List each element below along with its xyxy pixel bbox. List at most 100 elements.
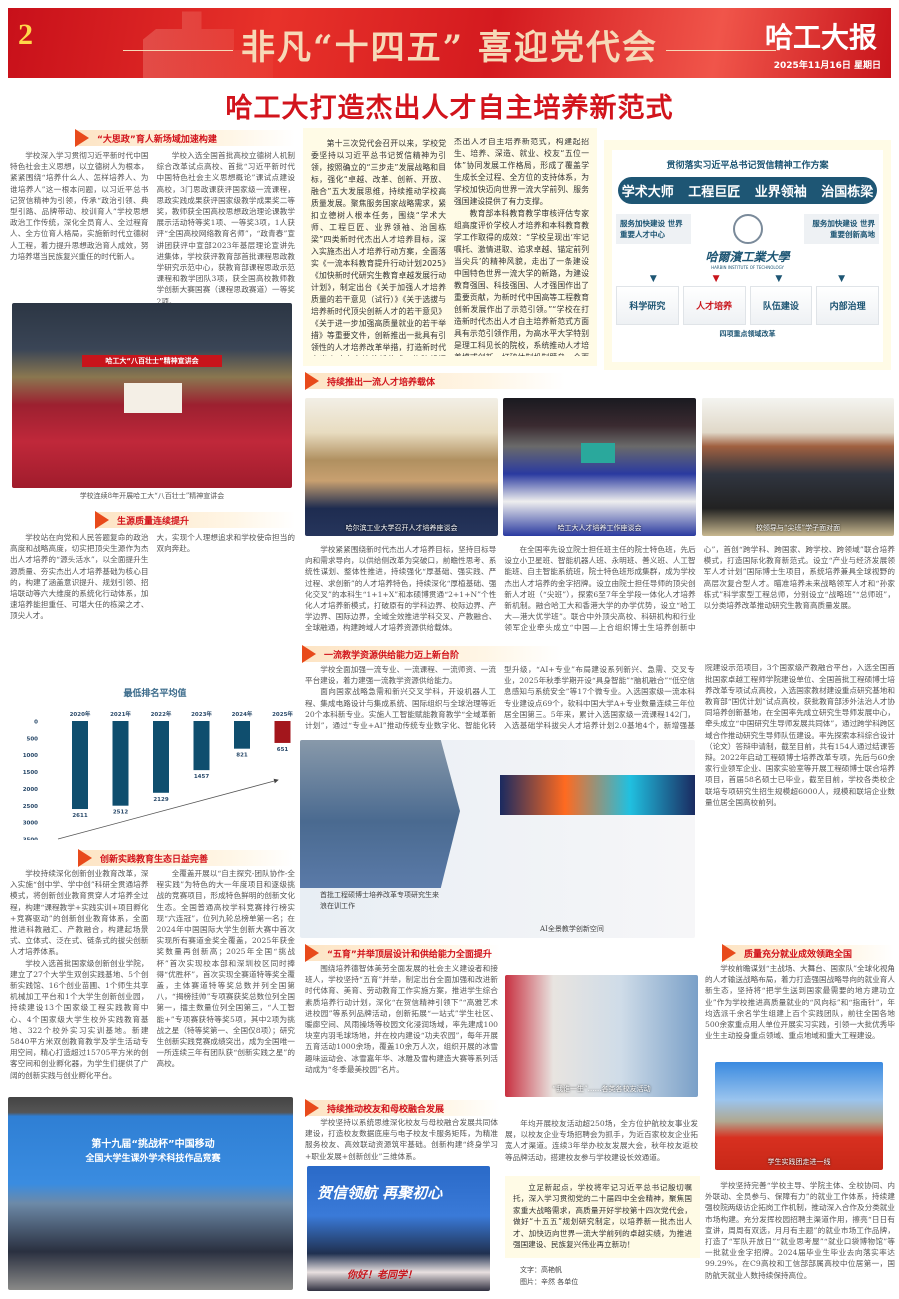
resources-text-right: 学校获批全国首批未来技术学院、国家级创新创业学院、国家级特色化示范性软件学院，获… <box>705 664 895 808</box>
university-logo-en: HARBIN INSTITUTE OF TECHNOLOGY <box>711 265 784 270</box>
hit-emblem-icon <box>732 214 763 244</box>
article-resources: 学校全面加强一流专业、一流课程、一流师资、一流平台建设，着力建强一流教学资源供给… <box>305 664 895 934</box>
infographic-footer: 四项重点领域改革 <box>719 330 776 338</box>
issue-date: 2025年11月16日 星期日 <box>773 61 881 71</box>
slogan-text: 非凡“十四五” 喜迎党代会 <box>241 28 658 68</box>
banner-text: 贺信领航 再聚初心 <box>317 1184 443 1202</box>
data-label: 2129 <box>153 797 168 803</box>
paragraph: 学校前瞻谋划“主战场、大舞台、国家队”全球化视角的人才输送战略布局，着力打造强国… <box>705 964 896 1041</box>
talent-goals: 学术大师 工程巨匠 业界领袖 治国栋梁 <box>618 177 877 204</box>
data-label: 821 <box>236 753 248 759</box>
photo-caption: 哈尔滨工业大学召开人才培养座谈会 <box>345 524 458 532</box>
article-five-education: 围绕培养德智体美劳全面发展的社会主义建设者和接班人，学校坚持“五育”并举，制定出… <box>305 963 498 1075</box>
intro-text: 第十三次党代会召开以来，学校党委坚持以习近平总书记贺信精神为引领，按照确立的“三… <box>303 128 597 366</box>
byline-photo: 图片：辛然 各单位 <box>520 1278 579 1286</box>
photo-caption: “我谁一生”……各类各校友活动 <box>552 1085 651 1093</box>
y-tick-label: 3000 <box>23 821 38 827</box>
data-label: 2611 <box>72 813 87 819</box>
data-label: 651 <box>277 747 289 753</box>
category-label: 2023年 <box>191 710 212 718</box>
photo-challenge-cup: 第十九届“挑战杯”中国移动 全国大学生课外学术科技作品竞赛 <box>8 1097 293 1290</box>
intro-box: 第十三次党代会召开以来，学校党委坚持以习近平总书记贺信精神为引领，按照确立的“三… <box>303 128 597 366</box>
paragraph: 学校站在向党和人民答题复命的政治高度和战略高度，切实把顶尖生源作为杰出人才培养的… <box>10 533 149 621</box>
section-header-ideology: “大思政”育人新场域加速构建 <box>75 129 295 147</box>
section-title: 创新实践教育生态日益完善 <box>100 854 209 865</box>
section-title: “大思政”育人新场域加速构建 <box>97 134 217 145</box>
article-innovation: 学校持续深化创新创业教育改革，深入实施“创中学、学中创”科研全贯通培养模式，将创… <box>10 868 295 1090</box>
section-title: “五育”并举顶层设计和供给能力全面提升 <box>327 949 492 960</box>
y-tick-label: 1500 <box>23 770 38 776</box>
display-wall <box>500 775 695 815</box>
y-tick-label: 500 <box>27 736 39 742</box>
article-employment-2: 学校坚持完善“学校主导、学院主体、全校协同、内外联动、全员参与、保障有力”的就业… <box>705 1180 895 1281</box>
trend-arrow <box>57 778 279 840</box>
masthead-banner: 2 非凡“十四五” 喜迎党代会 哈工大报 2025年11月16日 星期日 <box>8 8 891 78</box>
section-title: 持续推出一流人才培养载体 <box>327 377 436 388</box>
photo-campus-activity: “我谁一生”……各类各校友活动 <box>505 975 698 1097</box>
photo-internship: 学生实践团走进一线 <box>715 1062 883 1170</box>
category-label: 2024年 <box>232 710 253 718</box>
arrow-row: ▼ ▼ ▼ ▼ <box>622 274 873 284</box>
category-label: 2021年 <box>110 710 131 718</box>
y-tick-label: 1000 <box>23 753 38 759</box>
area-governance: 内部治理 <box>816 286 879 325</box>
photo-seminar-2: 哈工大人才培养工作座谈会 <box>503 398 696 536</box>
paragraph: 学校持续深化创新创业教育改革，深入实施“创中学、学中创”科研全贯通培养模式，将创… <box>10 869 149 957</box>
paragraph: 全覆盖开展以“自主探究-团队协作-全程实践”为特色的大一年度项目和逐级挑战的竞赛… <box>156 869 296 1069</box>
paragraph: 校领导带队深入走访重点中学，招生部门强化与各部门协同联动，各地招生组扩大名额、校… <box>156 533 296 554</box>
stage-screen <box>124 383 182 413</box>
section-title: 一流教学资源供给能力迈上新台阶 <box>324 650 460 661</box>
section-header-resources: 一流教学资源供给能力迈上新台阶 <box>302 645 562 663</box>
y-tick-label: 2500 <box>23 804 38 810</box>
innovation-goal: 服务加快建设 世界重要创新高地 <box>804 214 879 244</box>
ranking-bar-chart: 最低排名平均值 0 500 1000 1500 2000 2500 3000 3500 2020年… <box>23 687 294 840</box>
section-title: 持续推动校友和母校融合发展 <box>327 1104 445 1115</box>
chart-title: 最低排名平均值 <box>123 687 186 699</box>
area-faculty: 队伍建设 <box>749 286 813 325</box>
bar-2025年 <box>274 721 291 743</box>
y-tick-label: 0 <box>34 720 38 726</box>
data-label: 1457 <box>194 774 209 780</box>
article-ideology: 学校深入学习贯彻习近平新时代中国特色社会主义思想，以立德树人为根本，紧紧围绕“培… <box>10 150 295 307</box>
bar-2023年 <box>193 721 210 771</box>
byline-text: 文字：高艳帆 <box>520 1266 562 1274</box>
category-label: 2025年 <box>272 710 293 718</box>
resources-text-top: 学校全面加强一流专业、一流课程、一流师资、一流平台建设，着力建强一流教学资源供给… <box>305 664 695 742</box>
article-programs: 学校紧紧围绕新时代杰出人才培养目标，坚持目标导向和需求导向，以供给侧改革为突破口… <box>305 544 895 644</box>
work-plan-infographic: 贯彻落实习近平总书记贺信精神工作方案 学术大师 工程巨匠 业界领袖 治国栋梁 服… <box>604 140 891 370</box>
talent-center-goal: 服务加快建设 世界重要人才中心 <box>616 214 691 244</box>
paragraph: 学校坚持完善“学校主导、学院主体、全校协同、内外联动、全员参与、保障有力”的就业… <box>705 1181 895 1280</box>
paragraph: 学校全面加强一流专业、一流课程、一流师资、一流平台建设，着力建强一流教学资源供给… <box>305 665 496 686</box>
section-header-employment: 质量充分就业成效领跑全国 <box>722 944 894 962</box>
section-header-alumni: 持续推动校友和母校融合发展 <box>305 1099 500 1117</box>
arrow-down-icon: ▼ <box>775 274 783 284</box>
section-header-admissions: 生源质量连续提升 <box>95 511 295 529</box>
stage-banner: 哈工大“八百壮士”精神宣讲会 <box>82 355 222 367</box>
photo-caption: 学生实践团走进一线 <box>767 1158 831 1166</box>
photo-alumni-reunion: 贺信领航 再聚初心 你好！老同学！ <box>307 1166 490 1291</box>
photo-caption: 哈工大人才培养工作座谈会 <box>557 524 642 532</box>
section-header-five-education: “五育”并举顶层设计和供给能力全面提升 <box>305 944 500 962</box>
paragraph: 学校入选首批国家级创新创业学院，建立了27个大学生双创实践基地、5个创新实践馆、… <box>10 958 149 1080</box>
section-title: 质量充分就业成效领跑全国 <box>744 949 853 960</box>
arrow-down-icon: ▼ <box>649 274 657 284</box>
closing-box: 立足新起点，学校将牢记习近平总书记殷切嘱托，深入学习贯彻党的二十届四中全会精神，… <box>505 1176 700 1258</box>
paragraph: 学校紧紧围绕新时代杰出人才培养目标，坚持目标导向和需求导向，以供给侧改革为突破口… <box>305 545 497 633</box>
section-title: 生源质量连续提升 <box>117 516 190 527</box>
paragraph: 在全国率先设立院士担任班主任的院士特色班，先后设立小卫星班、智能机器人班、永明班… <box>504 545 895 633</box>
newspaper-logo: 哈工大报 <box>764 21 877 54</box>
arrow-down-icon: ▼ <box>838 274 846 284</box>
arrow-down-icon: ▼ <box>712 274 720 284</box>
section-header-innovation: 创新实践教育生态日益完善 <box>78 849 293 867</box>
bar-2024年 <box>234 721 250 749</box>
photo-caption: 学校连续8年开展哈工大“八百壮士”精神宣讲会 <box>79 492 225 500</box>
paragraph: 第十三次党代会召开以来，学校党委坚持以习近平总书记贺信精神为引领，按照确立的“三… <box>311 139 446 356</box>
university-logo-text: 哈爾濱工業大學 <box>705 250 790 264</box>
byline: 文字：高艳帆 图片：辛然 各单位 <box>520 1264 578 1288</box>
paragraph: 面向国家战略急需和新兴交叉学科，开设机器人工程、集成电路设计与集成系统、国际组织… <box>305 665 695 731</box>
article-admissions: 学校站在向党和人民答题复命的政治高度和战略高度，切实把顶尖生源作为杰出人才培养的… <box>10 532 295 652</box>
banner-text: 你好！老同学！ <box>347 1270 417 1281</box>
paragraph: 学校入选全国首批高校立德树人机制综合改革试点高校、首批“习近平新时代中国特色社会… <box>156 151 296 306</box>
column-slogan: 非凡“十四五” 喜迎党代会 <box>8 20 891 69</box>
paragraph: 学校坚持以系统思维深化校友与母校融合发展共同体建设，打造校友数据底座与电子校友卡… <box>305 1118 498 1161</box>
